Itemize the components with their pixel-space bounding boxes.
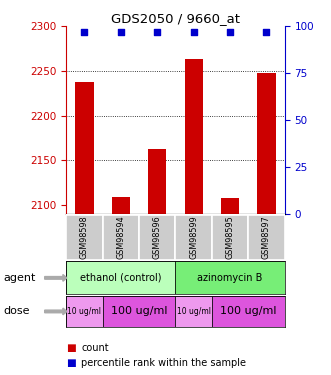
FancyBboxPatch shape [175, 261, 285, 294]
Point [191, 29, 196, 35]
Point [227, 29, 233, 35]
Text: agent: agent [3, 273, 36, 283]
FancyBboxPatch shape [175, 296, 212, 327]
Text: 10 ug/ml: 10 ug/ml [68, 307, 101, 316]
Text: GSM98599: GSM98599 [189, 215, 198, 259]
Bar [257, 73, 275, 214]
Text: GSM98594: GSM98594 [116, 215, 125, 259]
Bar [75, 82, 94, 214]
Point [264, 29, 269, 35]
Title: GDS2050 / 9660_at: GDS2050 / 9660_at [111, 12, 240, 25]
Bar [221, 198, 239, 214]
FancyBboxPatch shape [66, 214, 103, 260]
Point [155, 29, 160, 35]
FancyBboxPatch shape [212, 296, 285, 327]
Text: azinomycin B: azinomycin B [197, 273, 263, 283]
Text: GSM98598: GSM98598 [80, 215, 89, 259]
Text: 10 ug/ml: 10 ug/ml [177, 307, 211, 316]
Text: ethanol (control): ethanol (control) [80, 273, 162, 283]
Text: percentile rank within the sample: percentile rank within the sample [81, 358, 246, 368]
Point [118, 29, 123, 35]
FancyBboxPatch shape [103, 296, 175, 327]
FancyBboxPatch shape [248, 214, 285, 260]
Text: ■: ■ [66, 343, 76, 352]
Bar [185, 59, 203, 214]
FancyBboxPatch shape [66, 261, 175, 294]
Text: count: count [81, 343, 109, 352]
Text: GSM98596: GSM98596 [153, 215, 162, 259]
FancyBboxPatch shape [175, 214, 212, 260]
Text: ■: ■ [66, 358, 76, 368]
Bar [148, 150, 166, 214]
Text: dose: dose [3, 306, 30, 316]
Text: 100 ug/ml: 100 ug/ml [220, 306, 276, 316]
Text: 100 ug/ml: 100 ug/ml [111, 306, 167, 316]
FancyBboxPatch shape [212, 214, 248, 260]
Bar [112, 197, 130, 214]
FancyBboxPatch shape [103, 214, 139, 260]
Point [82, 29, 87, 35]
FancyBboxPatch shape [139, 214, 175, 260]
Text: GSM98595: GSM98595 [225, 215, 235, 259]
Text: GSM98597: GSM98597 [262, 215, 271, 259]
FancyBboxPatch shape [66, 296, 103, 327]
